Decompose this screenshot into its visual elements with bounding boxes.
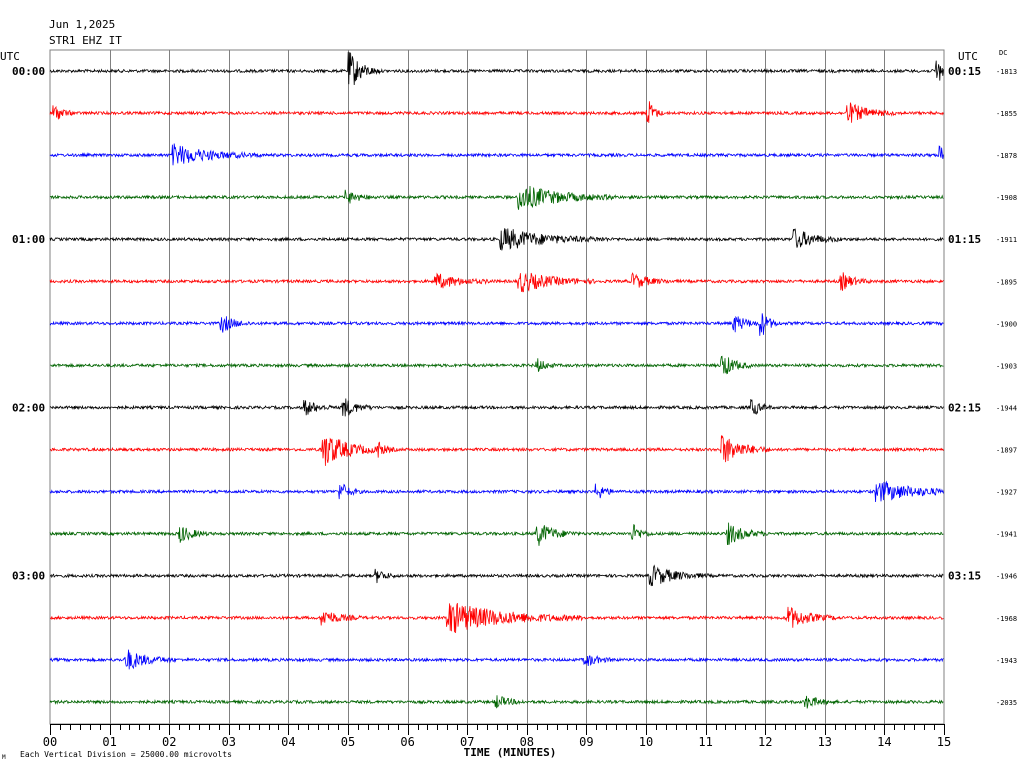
utc-right-label: UTC: [958, 50, 978, 63]
dc-offset-label: -1946: [996, 573, 1017, 581]
dc-offset-label: -1911: [996, 236, 1017, 244]
date-label: Jun 1,2025: [49, 18, 116, 31]
dc-offset-label: -1968: [996, 615, 1017, 623]
x-tick-label: 12: [758, 735, 772, 749]
dc-offset-label: -1897: [996, 447, 1017, 455]
plot-frame: [49, 49, 945, 725]
trace-row-15: [49, 695, 944, 709]
scale-note: Each Vertical Division = 25000.00 microv…: [20, 750, 232, 759]
dc-column-label: DC: [999, 49, 1008, 57]
station-label: STR1 EHZ IT: [49, 34, 122, 47]
trace-row-1: [49, 101, 944, 123]
trace-row-8: [49, 398, 944, 417]
dc-offset-label: -1908: [996, 194, 1017, 202]
left-time-label: 02:00: [12, 401, 45, 414]
x-tick-label: 11: [698, 735, 712, 749]
x-tick-label: 10: [639, 735, 653, 749]
trace-row-10: [49, 480, 944, 502]
right-time-label: 02:15: [948, 401, 981, 414]
trace-row-2: [49, 143, 944, 166]
x-tick-label: 03: [222, 735, 236, 749]
trace-row-13: [49, 603, 944, 633]
x-tick-label: 06: [400, 735, 414, 749]
trace-row-4: [49, 228, 944, 251]
dc-offset-label: -1941: [996, 531, 1017, 539]
x-tick-label: 02: [162, 735, 176, 749]
dc-offset-label: -1895: [996, 278, 1017, 286]
dc-offset-label: -1943: [996, 657, 1017, 665]
x-tick-label: 15: [937, 735, 951, 749]
right-time-label: 01:15: [948, 233, 981, 246]
trace-row-14: [49, 649, 944, 670]
trace-row-0: [49, 51, 944, 86]
dc-offset-label: -1927: [996, 489, 1017, 497]
corner-mark: M: [2, 754, 6, 761]
trace-row-6: [49, 313, 944, 336]
x-tick-label: 14: [877, 735, 891, 749]
dc-offset-label: -1855: [996, 110, 1017, 118]
dc-offset-label: -1813: [996, 68, 1017, 76]
left-time-label: 03:00: [12, 570, 45, 583]
trace-row-11: [49, 522, 944, 546]
x-tick-label: 01: [102, 735, 116, 749]
x-tick-label: 09: [579, 735, 593, 749]
dc-offset-label: -1944: [996, 404, 1017, 412]
utc-left-label: UTC: [0, 50, 20, 63]
dc-offset-label: -1903: [996, 362, 1017, 370]
left-time-label: 01:00: [12, 233, 45, 246]
trace-row-3: [49, 186, 944, 210]
x-tick-label: 00: [43, 735, 57, 749]
x-tick-label: 13: [818, 735, 832, 749]
x-tick-label: 05: [341, 735, 355, 749]
x-axis-title: TIME (MINUTES): [464, 746, 557, 759]
trace-row-12: [49, 564, 944, 587]
right-time-label: 03:15: [948, 570, 981, 583]
trace-row-5: [49, 272, 944, 293]
dc-offset-label: -1878: [996, 152, 1017, 160]
x-tick-label: 07: [460, 735, 474, 749]
dc-offset-label: -1900: [996, 320, 1017, 328]
trace-row-7: [49, 355, 944, 375]
x-tick-label: 08: [520, 735, 534, 749]
x-tick-label: 04: [281, 735, 295, 749]
dc-offset-label: -2035: [996, 699, 1017, 707]
left-time-label: 00:00: [12, 65, 45, 78]
right-time-label: 00:15: [948, 65, 981, 78]
trace-row-9: [49, 435, 944, 466]
